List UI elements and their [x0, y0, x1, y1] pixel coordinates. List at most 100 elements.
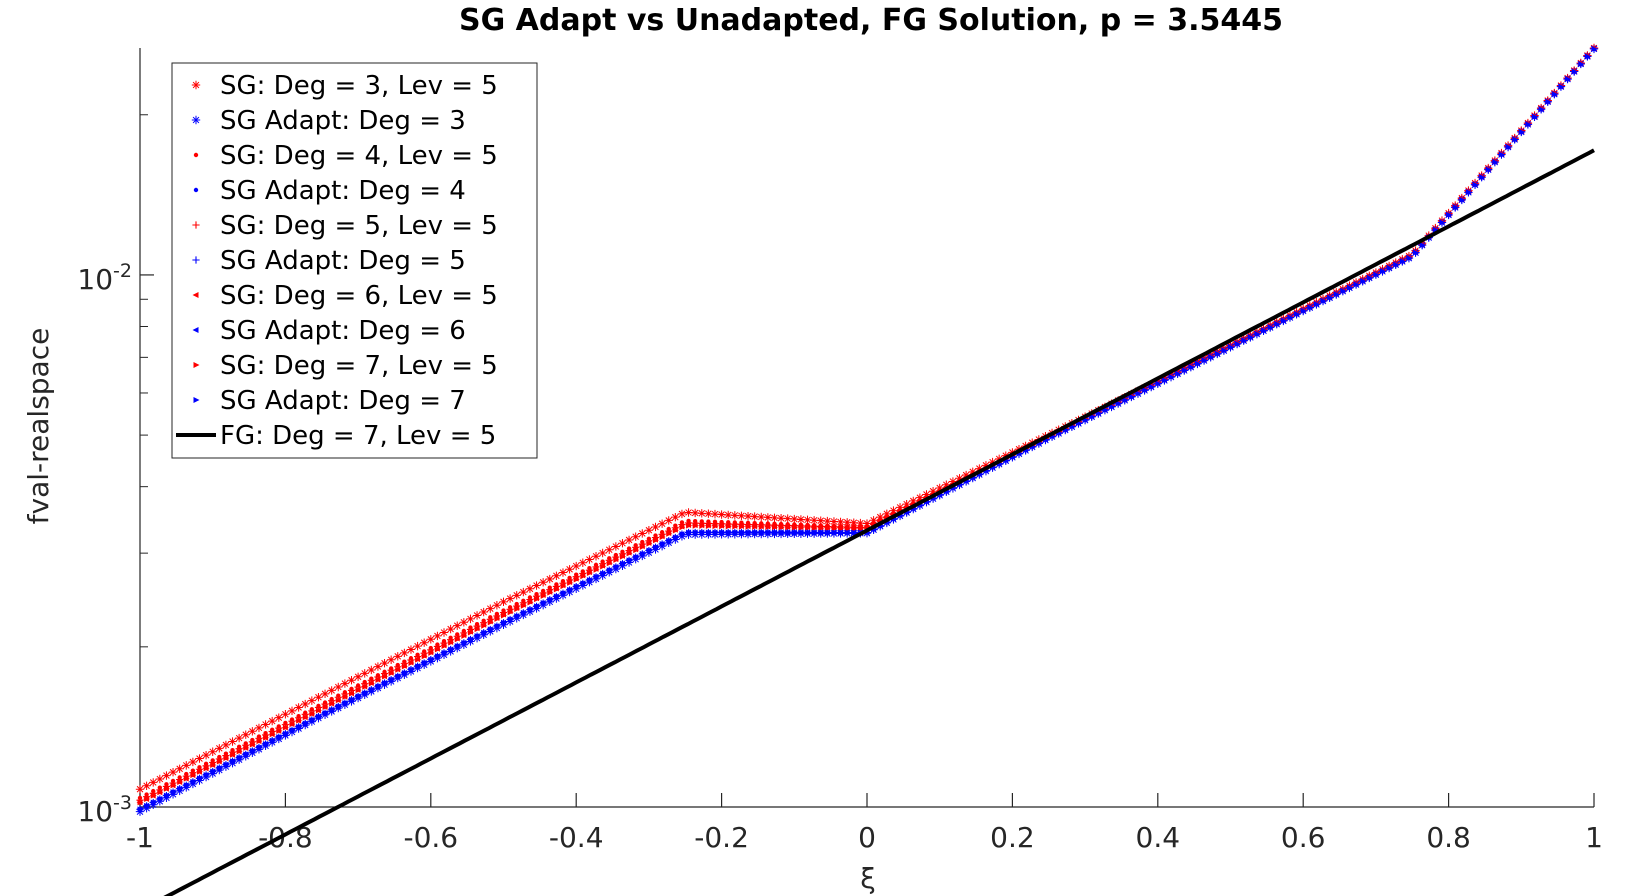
data-point [327, 686, 336, 695]
data-point [1181, 367, 1188, 374]
data-point [448, 639, 455, 646]
data-point [538, 578, 548, 587]
data-point [289, 721, 296, 728]
data-point [783, 514, 792, 523]
y-tick-label: 10-3 [77, 792, 132, 828]
chart-title: SG Adapt vs Unadapted, FG Solution, p = … [459, 3, 1283, 38]
data-point [448, 646, 455, 653]
data-point [454, 643, 461, 650]
data-point [578, 558, 588, 567]
data-point [507, 609, 514, 616]
data-point [276, 727, 283, 734]
data-point [679, 524, 686, 531]
data-point [591, 552, 601, 561]
data-point [1307, 304, 1314, 311]
legend-label: SG Adapt: Deg = 7 [220, 386, 466, 416]
data-point [605, 545, 614, 554]
data-point [811, 525, 818, 532]
legend-entry: SG Adapt: Deg = 3 [191, 106, 466, 136]
data-point [395, 666, 402, 673]
x-tick-label: 0.8 [1426, 821, 1471, 854]
data-point [692, 522, 699, 529]
data-point [1353, 281, 1360, 288]
data-point [699, 529, 706, 536]
data-point [770, 513, 779, 523]
data-point [653, 544, 660, 551]
data-point [208, 747, 217, 756]
data-point [534, 596, 541, 603]
data-point [580, 573, 587, 580]
data-point [1254, 330, 1261, 337]
data-point [177, 785, 184, 792]
data-point [644, 526, 654, 535]
data-point [1373, 271, 1380, 278]
data-point [335, 697, 342, 704]
data-point [382, 680, 389, 687]
data-point [163, 785, 170, 792]
data-point [573, 583, 580, 590]
data-point [1439, 219, 1446, 226]
data-point [593, 573, 600, 580]
data-point [1399, 258, 1406, 265]
legend-swatch [192, 292, 199, 298]
data-point [889, 506, 898, 515]
legend-swatch [191, 80, 201, 90]
data-point [771, 524, 778, 531]
data-point [573, 576, 580, 583]
data-point [296, 723, 303, 730]
data-point [249, 747, 256, 754]
data-point [796, 515, 806, 524]
data-point [545, 574, 554, 584]
legend-label: SG: Deg = 3, Lev = 5 [220, 71, 498, 101]
data-point [334, 682, 343, 692]
data-point [519, 587, 528, 597]
legend-swatch [193, 362, 200, 368]
data-point [666, 530, 673, 537]
data-point [1327, 294, 1334, 301]
data-point [1300, 307, 1307, 314]
data-point [785, 524, 792, 531]
data-point [1208, 353, 1215, 360]
data-point [771, 529, 778, 536]
data-point [307, 696, 317, 705]
data-point [838, 529, 845, 536]
data-point [256, 744, 263, 751]
data-point [446, 624, 455, 634]
data-point [805, 529, 812, 536]
data-point [162, 771, 171, 780]
data-point [188, 757, 198, 767]
legend-entry: SG: Deg = 7, Lev = 5 [193, 351, 498, 381]
data-point [646, 547, 653, 554]
data-point [1512, 136, 1519, 143]
legend-entry: SG: Deg = 3, Lev = 5 [191, 71, 498, 101]
x-tick-label: -1 [126, 821, 154, 854]
data-point [1406, 254, 1413, 261]
data-point [329, 706, 336, 713]
data-point [314, 693, 323, 702]
data-point [791, 529, 798, 536]
data-point [560, 583, 567, 590]
data-point [434, 646, 441, 653]
data-point [137, 799, 144, 806]
data-point [745, 529, 752, 536]
data-point [309, 717, 316, 724]
data-point [732, 523, 739, 530]
data-point [902, 499, 911, 509]
data-point [170, 789, 177, 796]
legend-box [171, 62, 538, 459]
legend-label: SG: Deg = 6, Lev = 5 [220, 281, 498, 311]
data-point [388, 676, 395, 683]
data-point [1492, 159, 1499, 166]
data-point [401, 663, 408, 670]
data-point [368, 686, 375, 693]
data-point [586, 570, 593, 577]
data-point [1413, 249, 1420, 256]
data-point [686, 522, 693, 529]
data-point [1313, 301, 1320, 308]
data-point [362, 690, 369, 697]
data-point [724, 510, 733, 520]
data-point [1142, 386, 1149, 393]
data-point [368, 680, 375, 687]
data-point [195, 754, 204, 763]
data-point [263, 741, 270, 748]
